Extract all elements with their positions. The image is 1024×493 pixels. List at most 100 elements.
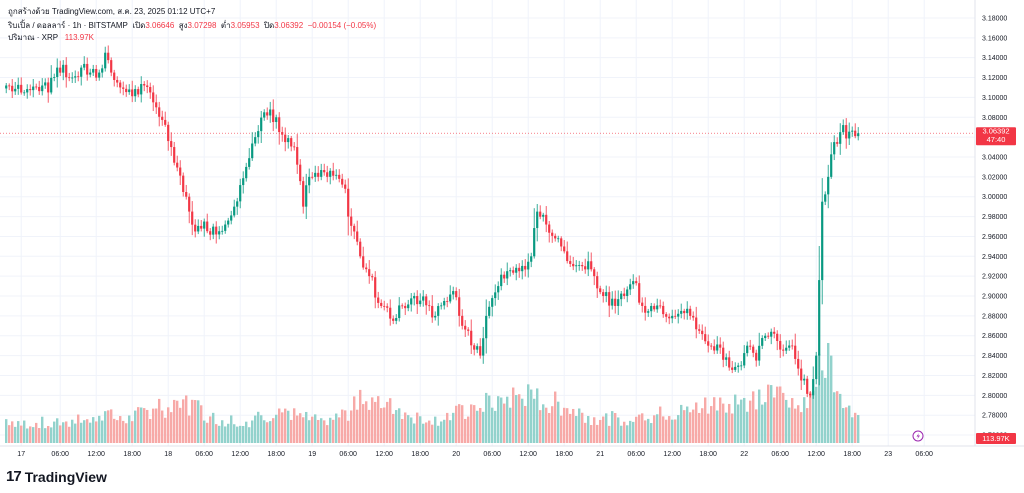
candle: [50, 65, 53, 95]
candle: [506, 262, 509, 286]
candle: [500, 268, 503, 291]
volume-bar: [797, 405, 800, 443]
volume-bar: [80, 422, 83, 443]
candle: [698, 324, 701, 334]
candle: [587, 251, 590, 277]
candle: [155, 94, 158, 114]
candle: [539, 205, 542, 220]
candle: [626, 286, 629, 303]
volume-bar: [209, 416, 212, 443]
volume-bar: [536, 388, 539, 443]
candle: [464, 320, 467, 337]
candle: [572, 256, 575, 271]
candle: [515, 264, 518, 281]
volume-bar: [494, 410, 497, 443]
volume-bar: [59, 425, 62, 443]
candle: [275, 114, 278, 129]
volume-bar: [308, 420, 311, 443]
candle: [806, 375, 809, 398]
volume-bar: [203, 420, 206, 443]
low-value: 3.05953: [230, 21, 260, 30]
volume-bar: [590, 425, 593, 443]
price-axis[interactable]: 3.18000 3.16000 3.14000 3.12000 3.10000 3.080…: [982, 15, 1007, 439]
volume-bar: [554, 391, 557, 443]
volume-bar: [497, 396, 500, 443]
volume-value: 113.97K: [64, 33, 95, 42]
candle: [320, 163, 323, 181]
volume-bar: [485, 392, 488, 443]
volume-bar: [350, 410, 353, 443]
candle: [503, 271, 506, 283]
volume-bar: [419, 416, 422, 443]
candle: [773, 327, 776, 339]
volume-bar: [701, 408, 704, 443]
candle: [782, 344, 785, 357]
candle: [758, 332, 761, 366]
time-tick-label: 18:00: [843, 451, 861, 458]
volume-bar: [233, 424, 236, 443]
volume-bar: [26, 428, 29, 443]
volume-bar: [35, 422, 38, 443]
candle: [293, 142, 296, 151]
time-tick-label: 06:00: [771, 451, 789, 458]
candle: [302, 176, 305, 214]
candle: [341, 173, 344, 188]
last-price-tag: 3.06392 47:40: [976, 127, 1016, 146]
volume-bar: [578, 408, 581, 443]
time-axis[interactable]: 17 06:00 12:00 18:00 18 06:00 12:00 18:00 19 06:0…: [17, 451, 933, 458]
volume-bar: [500, 397, 503, 443]
volume-bar: [263, 420, 266, 443]
candle: [410, 293, 413, 312]
candle: [404, 302, 407, 316]
volume-bar: [266, 422, 269, 443]
volume-bar: [767, 384, 770, 443]
symbol-title[interactable]: ริบเปิ้ล / ดอลลาร์ · 1h · BITSTAMP: [8, 21, 128, 30]
volume-bar: [776, 386, 779, 443]
volume-bar: [434, 416, 437, 443]
volume-bar: [482, 411, 485, 443]
volume-bar: [539, 410, 542, 443]
candle: [137, 86, 140, 98]
candle: [623, 287, 626, 300]
volume-bar: [728, 403, 731, 443]
volume-bar: [161, 410, 164, 443]
volume-bar: [692, 409, 695, 443]
bar-countdown: 47:40: [987, 135, 1006, 144]
volume-bar: [674, 419, 677, 443]
tradingview-logo[interactable]: 17 TradingView: [6, 468, 107, 485]
volume-bar: [131, 421, 134, 443]
candle: [122, 81, 125, 96]
volume-bar: [314, 414, 317, 443]
candle: [428, 300, 431, 312]
candle: [668, 313, 671, 325]
time-tick-label: 06:00: [915, 451, 933, 458]
candle: [482, 326, 485, 364]
candle: [596, 271, 599, 298]
volume-bar: [857, 415, 860, 443]
volume-bar: [341, 409, 344, 443]
volume-bar: [158, 398, 161, 443]
time-tick-label: 12:00: [807, 451, 825, 458]
replay-icon[interactable]: [912, 430, 924, 442]
volume-bar: [770, 385, 773, 443]
candle: [722, 341, 725, 368]
volume-legend[interactable]: ปริมาณ · XRP 113.97K: [8, 31, 94, 44]
candle: [62, 60, 65, 81]
candle: [821, 178, 824, 305]
candle: [734, 362, 737, 372]
candle: [365, 263, 368, 273]
low-label: ต่ำ: [220, 21, 231, 30]
candle: [311, 172, 314, 180]
volume-bar: [305, 411, 308, 443]
candle: [728, 350, 731, 371]
candle: [824, 191, 827, 206]
symbol-legend[interactable]: ริบเปิ้ล / ดอลลาร์ · 1h · BITSTAMP เปิด3…: [8, 19, 376, 32]
volume-bar: [455, 405, 458, 443]
candle: [836, 137, 839, 147]
volume-bar: [164, 417, 167, 443]
volume-bar: [146, 409, 149, 443]
volume-bar: [821, 370, 824, 443]
candle: [737, 362, 740, 373]
candle: [26, 84, 29, 99]
